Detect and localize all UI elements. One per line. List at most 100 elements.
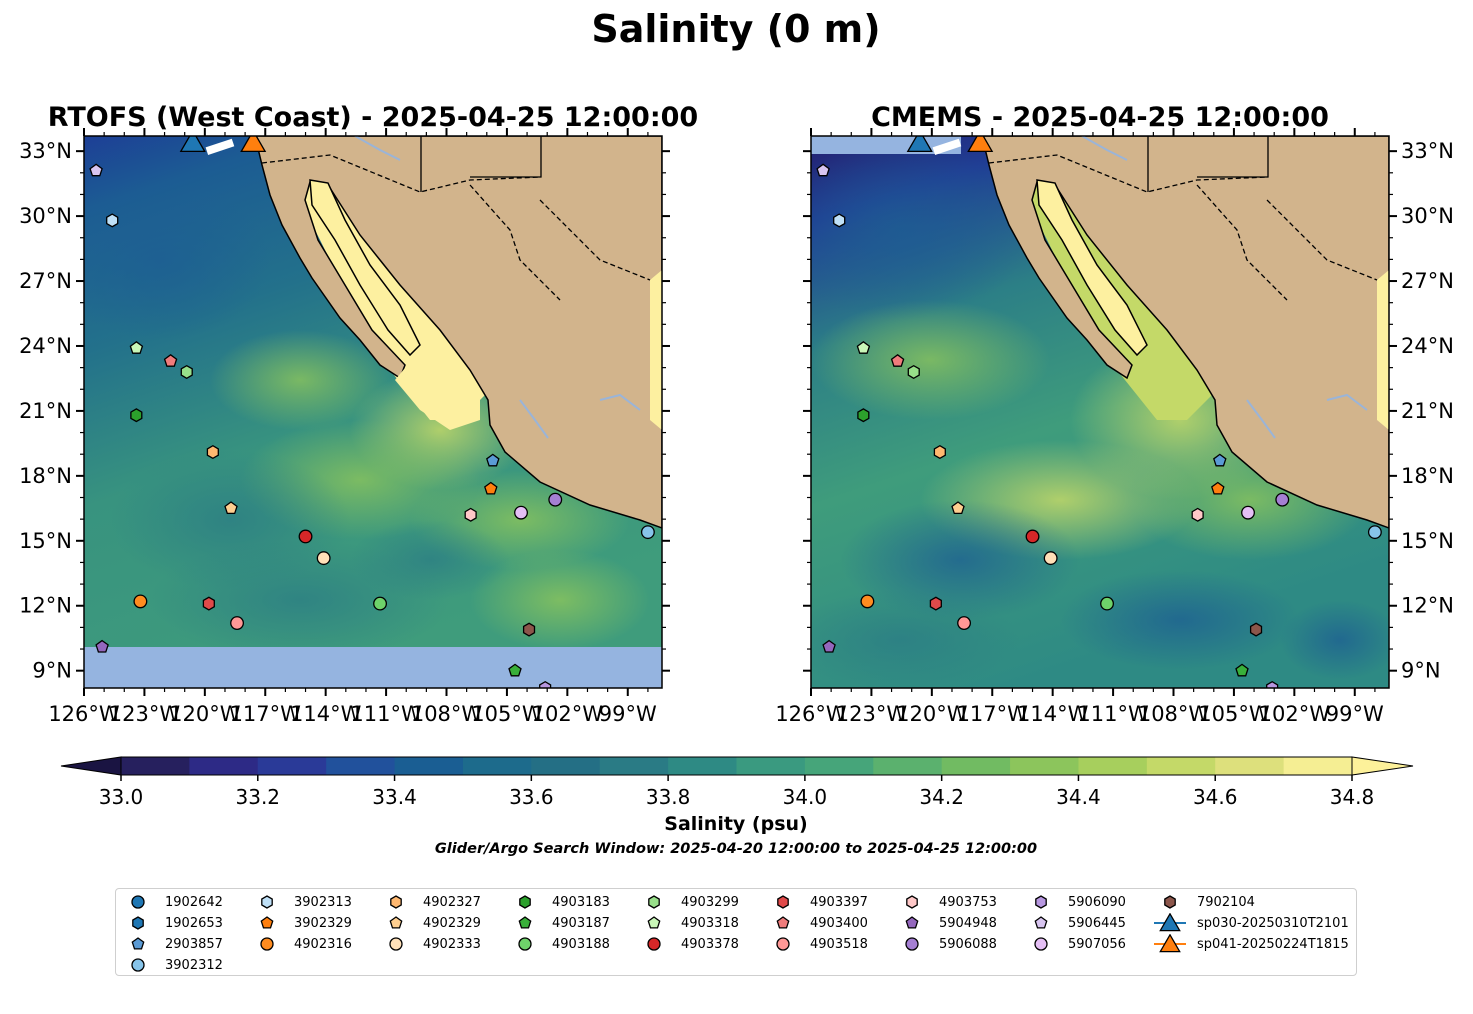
state-line-2 bbox=[1196, 184, 1288, 301]
platform-3902312 bbox=[1367, 525, 1382, 540]
legend-label: 3902312 bbox=[165, 957, 223, 973]
platform-4903318 bbox=[129, 340, 144, 354]
state-line-2 bbox=[469, 184, 561, 301]
platform-4903188 bbox=[373, 596, 387, 611]
baja-peninsula bbox=[1036, 179, 1148, 357]
legend-item-4903753: 4903753 bbox=[895, 892, 997, 912]
axis-ticks: 126°W123°W120°W117°W114°W111°W108°W105°W… bbox=[19, 128, 670, 726]
lon-tick-label: 105°W bbox=[1198, 702, 1270, 726]
colorbar-bin bbox=[1283, 757, 1353, 775]
river-line bbox=[354, 136, 641, 439]
legend-item-4903378: 4903378 bbox=[637, 934, 739, 954]
legend-item-4902316: 4902316 bbox=[250, 934, 352, 954]
platform-2903857 bbox=[486, 453, 500, 467]
legend-platform-marker bbox=[1034, 937, 1048, 951]
legend: 1902642 1902653 2903857 3902312 3902313 39023… bbox=[115, 888, 1357, 976]
legend-marker-icon bbox=[131, 937, 145, 950]
platform-2903857 bbox=[1213, 453, 1227, 467]
platform-markers bbox=[816, 136, 1382, 688]
lat-tick-label: 9°N bbox=[32, 659, 72, 683]
legend-platform-marker bbox=[390, 895, 402, 909]
colorbar-bin bbox=[326, 757, 396, 775]
legend-marker-icon bbox=[260, 916, 274, 929]
colorbar-extend-high bbox=[1351, 756, 1414, 776]
legend-platform-marker bbox=[1034, 916, 1048, 929]
glider-sp041-20250224T1815 bbox=[240, 136, 267, 153]
colorbar-bin bbox=[873, 757, 943, 775]
colorbar-tick-label: 33.4 bbox=[372, 785, 417, 809]
legend-label: 5906088 bbox=[939, 936, 997, 952]
legend-platform-marker bbox=[132, 916, 144, 930]
mainland-east-strip bbox=[650, 270, 662, 430]
platform-4902316 bbox=[133, 594, 148, 609]
lon-tick-label: 117°W bbox=[230, 702, 302, 726]
colorbar-bin bbox=[1010, 757, 1080, 775]
platform-4902327 bbox=[933, 444, 946, 460]
platform-4903397 bbox=[929, 596, 942, 611]
legend-platform-marker bbox=[905, 937, 919, 951]
legend-label: 5907056 bbox=[1068, 936, 1126, 952]
legend-marker-icon bbox=[1035, 895, 1047, 909]
platform-4903400 bbox=[890, 353, 905, 367]
legend-marker-icon bbox=[131, 958, 145, 972]
lat-tick-label: 12°N bbox=[1401, 594, 1454, 618]
legend-platform-marker bbox=[519, 895, 531, 909]
colorbar-tick-label: 33.6 bbox=[509, 785, 554, 809]
legend-item-4902327: 4902327 bbox=[379, 892, 481, 912]
colorbar-bin bbox=[668, 757, 738, 775]
legend-item-5904948: 5904948 bbox=[895, 913, 997, 933]
platform-7902104 bbox=[522, 622, 536, 637]
lat-tick-label: 15°N bbox=[1401, 529, 1454, 553]
legend-platform-marker bbox=[905, 916, 919, 929]
legend-item-1902653: 1902653 bbox=[121, 913, 223, 933]
legend-label: 4902333 bbox=[423, 936, 481, 952]
colorbar-tick-label: 33.0 bbox=[99, 785, 144, 809]
lat-tick-label: 18°N bbox=[1401, 464, 1454, 488]
river-line bbox=[1081, 136, 1368, 439]
legend-marker-icon bbox=[648, 895, 660, 909]
legend-marker-icon bbox=[905, 937, 919, 951]
platform-5904948 bbox=[95, 639, 109, 653]
legend-platform-marker bbox=[260, 937, 274, 951]
colorbar-bin bbox=[736, 757, 806, 775]
colorbar-bin bbox=[941, 757, 1011, 775]
platform-4903183 bbox=[857, 408, 870, 423]
colorbar-bin bbox=[462, 757, 532, 775]
legend-platform-marker bbox=[777, 895, 789, 909]
legend-glider-marker bbox=[1159, 913, 1181, 932]
map-frame bbox=[83, 135, 663, 689]
legend-marker-icon bbox=[389, 916, 403, 929]
legend-label: 4903397 bbox=[810, 894, 868, 910]
legend-item-4903299: 4903299 bbox=[637, 892, 739, 912]
glider-sp030-20250310T2101 bbox=[906, 136, 933, 153]
lon-tick-label: 99°W bbox=[1326, 702, 1384, 726]
map-frame bbox=[810, 135, 1390, 689]
baja-peninsula bbox=[309, 179, 421, 357]
legend-marker-icon bbox=[131, 895, 145, 909]
lat-tick-label: 30°N bbox=[1401, 204, 1454, 228]
lon-tick-label: 111°W bbox=[1077, 702, 1149, 726]
legend-platform-marker bbox=[647, 916, 661, 929]
legend-item-2903857: 2903857 bbox=[121, 934, 223, 954]
legend-marker-icon bbox=[518, 916, 532, 929]
colorbar-tick-label: 33.8 bbox=[646, 785, 691, 809]
glider-sp030-20250310T2101 bbox=[179, 136, 206, 153]
legend-label: sp041-20250224T1815 bbox=[1197, 936, 1349, 952]
legend-marker-icon bbox=[132, 916, 144, 930]
platform-4903188 bbox=[1100, 596, 1114, 611]
lon-tick-label: 120°W bbox=[896, 702, 968, 726]
legend-label: 3902329 bbox=[294, 915, 352, 931]
platform-4903397 bbox=[202, 596, 215, 611]
map-panel-cmems: CMEMS - 2025-04-25 12:00:00 bbox=[775, 102, 1454, 726]
platform-4902327 bbox=[206, 444, 219, 460]
legend-item-4903518: 4903518 bbox=[766, 934, 868, 954]
legend-marker-icon bbox=[776, 937, 790, 951]
legend-marker-icon bbox=[647, 916, 661, 929]
platform-4903518 bbox=[230, 616, 245, 631]
lon-tick-label: 126°W bbox=[775, 702, 847, 726]
shelf-coastal-band bbox=[395, 350, 480, 430]
legend-marker-icon bbox=[1154, 913, 1186, 932]
legend-platform-marker bbox=[131, 958, 145, 972]
legend-label: 4903188 bbox=[552, 936, 610, 952]
colorbar-label: Salinity (psu) bbox=[664, 813, 807, 835]
